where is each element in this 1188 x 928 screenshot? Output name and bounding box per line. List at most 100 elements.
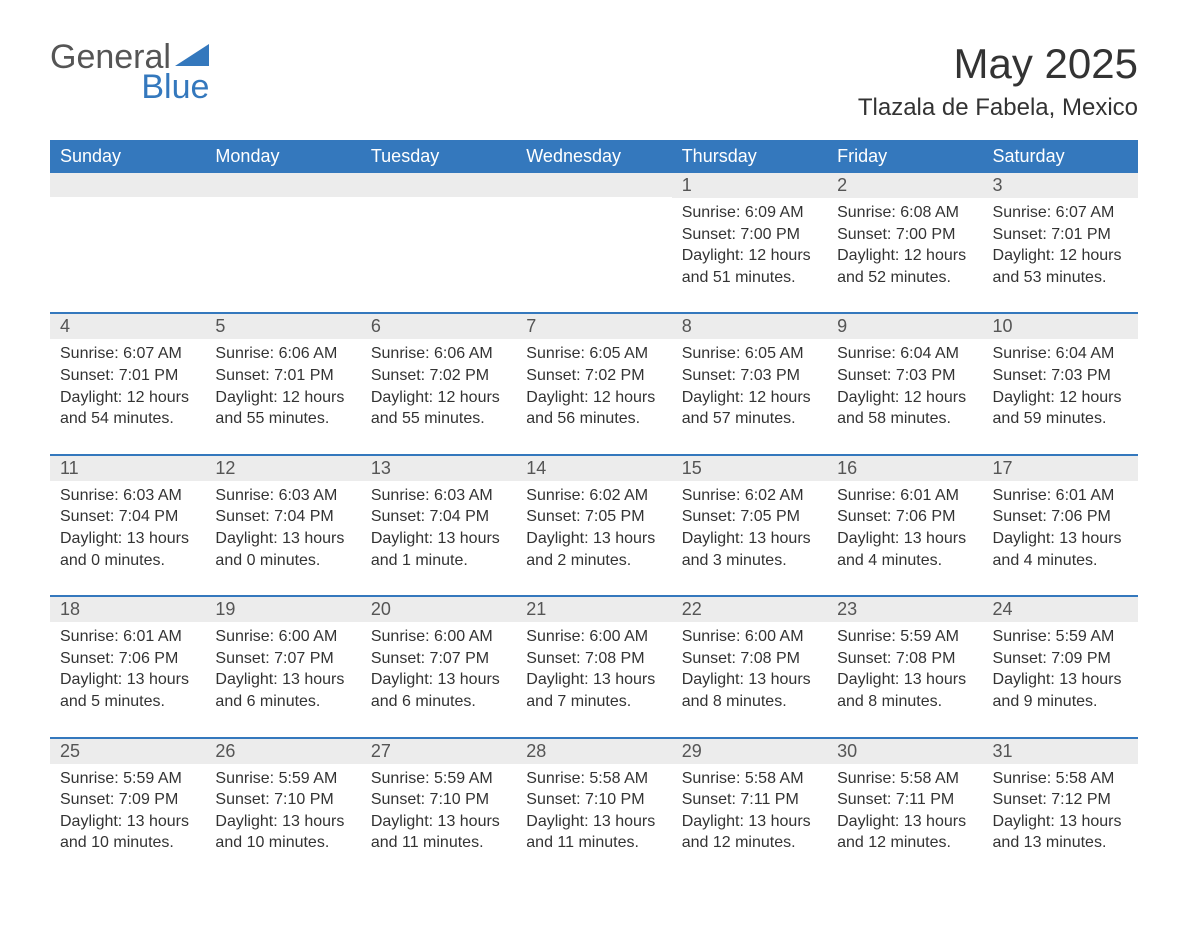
day-number (205, 173, 360, 197)
day-details: Sunrise: 6:01 AMSunset: 7:06 PMDaylight:… (983, 481, 1138, 595)
calendar-cell: 4Sunrise: 6:07 AMSunset: 7:01 PMDaylight… (50, 313, 205, 454)
day-number: 12 (205, 456, 360, 481)
daylight-text: Daylight: 13 hours and 3 minutes. (682, 528, 817, 571)
day-details: Sunrise: 5:59 AMSunset: 7:10 PMDaylight:… (205, 764, 360, 878)
day-details: Sunrise: 6:00 AMSunset: 7:07 PMDaylight:… (361, 622, 516, 736)
daylight-text: Daylight: 13 hours and 9 minutes. (993, 669, 1128, 712)
day-number: 26 (205, 739, 360, 764)
sunrise-text: Sunrise: 6:00 AM (215, 626, 350, 648)
sunset-text: Sunset: 7:04 PM (215, 506, 350, 528)
sunrise-text: Sunrise: 6:04 AM (993, 343, 1128, 365)
sunrise-text: Sunrise: 6:09 AM (682, 202, 817, 224)
day-details: Sunrise: 5:59 AMSunset: 7:09 PMDaylight:… (50, 764, 205, 878)
sunset-text: Sunset: 7:11 PM (682, 789, 817, 811)
calendar-header-row: Sunday Monday Tuesday Wednesday Thursday… (50, 140, 1138, 173)
calendar-cell (205, 173, 360, 313)
day-details: Sunrise: 6:02 AMSunset: 7:05 PMDaylight:… (672, 481, 827, 595)
calendar-cell: 9Sunrise: 6:04 AMSunset: 7:03 PMDaylight… (827, 313, 982, 454)
day-number: 2 (827, 173, 982, 198)
calendar-cell: 31Sunrise: 5:58 AMSunset: 7:12 PMDayligh… (983, 738, 1138, 878)
daylight-text: Daylight: 13 hours and 5 minutes. (60, 669, 195, 712)
day-details: Sunrise: 6:06 AMSunset: 7:02 PMDaylight:… (361, 339, 516, 453)
daylight-text: Daylight: 12 hours and 57 minutes. (682, 387, 817, 430)
calendar-cell: 18Sunrise: 6:01 AMSunset: 7:06 PMDayligh… (50, 596, 205, 737)
calendar-cell: 27 Sunrise: 5:59 AMSunset: 7:10 PMDayligh… (361, 738, 516, 878)
day-number: 27 (361, 739, 516, 764)
sunset-text: Sunset: 7:02 PM (526, 365, 661, 387)
daylight-text: Daylight: 13 hours and 6 minutes. (215, 669, 350, 712)
sunrise-text: Sunrise: 6:06 AM (371, 343, 506, 365)
sunrise-text: Sunrise: 5:59 AM (837, 626, 972, 648)
sunset-text: Sunset: 7:08 PM (682, 648, 817, 670)
sunset-text: Sunset: 7:05 PM (682, 506, 817, 528)
daylight-text: Daylight: 12 hours and 54 minutes. (60, 387, 195, 430)
daylight-text: Daylight: 12 hours and 56 minutes. (526, 387, 661, 430)
sunrise-text: Sunrise: 6:03 AM (60, 485, 195, 507)
day-details: Sunrise: 6:00 AMSunset: 7:08 PMDaylight:… (672, 622, 827, 736)
day-details: Sunrise: 5:58 AMSunset: 7:11 PMDaylight:… (672, 764, 827, 878)
sunrise-text: Sunrise: 6:07 AM (60, 343, 195, 365)
sunrise-text: Sunrise: 6:02 AM (526, 485, 661, 507)
daylight-text: Daylight: 13 hours and 1 minute. (371, 528, 506, 571)
calendar-cell: 13Sunrise: 6:03 AMSunset: 7:04 PMDayligh… (361, 455, 516, 596)
calendar-cell: 2Sunrise: 6:08 AMSunset: 7:00 PMDaylight… (827, 173, 982, 313)
daylight-text: Daylight: 13 hours and 12 minutes. (837, 811, 972, 854)
calendar-cell: 11Sunrise: 6:03 AMSunset: 7:04 PMDayligh… (50, 455, 205, 596)
day-details (50, 197, 205, 297)
day-number: 31 (983, 739, 1138, 764)
calendar-cell: 26Sunrise: 5:59 AMSunset: 7:10 PMDayligh… (205, 738, 360, 878)
sunset-text: Sunset: 7:06 PM (60, 648, 195, 670)
calendar-cell: 17Sunrise: 6:01 AMSunset: 7:06 PMDayligh… (983, 455, 1138, 596)
calendar-cell: 28Sunrise: 5:58 AMSunset: 7:10 PMDayligh… (516, 738, 671, 878)
calendar-cell: 7Sunrise: 6:05 AMSunset: 7:02 PMDaylight… (516, 313, 671, 454)
day-number: 24 (983, 597, 1138, 622)
day-details: Sunrise: 6:00 AMSunset: 7:07 PMDaylight:… (205, 622, 360, 736)
sunrise-text: Sunrise: 5:59 AM (993, 626, 1128, 648)
sunset-text: Sunset: 7:02 PM (371, 365, 506, 387)
calendar-cell: 5Sunrise: 6:06 AMSunset: 7:01 PMDaylight… (205, 313, 360, 454)
location-label: Tlazala de Fabela, Mexico (858, 94, 1138, 122)
sunset-text: Sunset: 7:08 PM (837, 648, 972, 670)
day-number: 9 (827, 314, 982, 339)
sunset-text: Sunset: 7:03 PM (682, 365, 817, 387)
calendar-cell: 19Sunrise: 6:00 AMSunset: 7:07 PMDayligh… (205, 596, 360, 737)
calendar-cell: 6Sunrise: 6:06 AMSunset: 7:02 PMDaylight… (361, 313, 516, 454)
daylight-text: Daylight: 13 hours and 10 minutes. (215, 811, 350, 854)
sunset-text: Sunset: 7:03 PM (837, 365, 972, 387)
sunrise-text: Sunrise: 6:03 AM (371, 485, 506, 507)
calendar-cell (516, 173, 671, 313)
calendar-cell: 24Sunrise: 5:59 AMSunset: 7:09 PMDayligh… (983, 596, 1138, 737)
calendar-week-row: 18Sunrise: 6:01 AMSunset: 7:06 PMDayligh… (50, 596, 1138, 737)
daylight-text: Daylight: 13 hours and 0 minutes. (215, 528, 350, 571)
day-number: 11 (50, 456, 205, 481)
daylight-text: Daylight: 12 hours and 55 minutes. (371, 387, 506, 430)
day-details (516, 197, 671, 297)
day-number: 17 (983, 456, 1138, 481)
daylight-text: Daylight: 13 hours and 0 minutes. (60, 528, 195, 571)
day-details: Sunrise: 5:58 AMSunset: 7:11 PMDaylight:… (827, 764, 982, 878)
sunset-text: Sunset: 7:12 PM (993, 789, 1128, 811)
daylight-text: Daylight: 13 hours and 11 minutes. (371, 811, 506, 854)
day-details: Sunrise: 6:07 AMSunset: 7:01 PMDaylight:… (983, 198, 1138, 312)
brand-logo: General Blue (50, 40, 209, 104)
day-details: Sunrise: 6:04 AMSunset: 7:03 PMDaylight:… (983, 339, 1138, 453)
daylight-text: Daylight: 12 hours and 52 minutes. (837, 245, 972, 288)
daylight-text: Daylight: 12 hours and 58 minutes. (837, 387, 972, 430)
day-number: 15 (672, 456, 827, 481)
sunrise-text: Sunrise: 5:59 AM (371, 768, 506, 790)
day-details: Sunrise: 6:03 AMSunset: 7:04 PMDaylight:… (50, 481, 205, 595)
sunrise-text: Sunrise: 6:02 AM (682, 485, 817, 507)
daylight-text: Daylight: 13 hours and 2 minutes. (526, 528, 661, 571)
sunrise-text: Sunrise: 6:05 AM (682, 343, 817, 365)
calendar-cell: 21Sunrise: 6:00 AMSunset: 7:08 PMDayligh… (516, 596, 671, 737)
sunrise-text: Sunrise: 5:58 AM (682, 768, 817, 790)
day-details (361, 197, 516, 297)
daylight-text: Daylight: 12 hours and 51 minutes. (682, 245, 817, 288)
daylight-text: Daylight: 13 hours and 10 minutes. (60, 811, 195, 854)
sunset-text: Sunset: 7:10 PM (371, 789, 506, 811)
calendar-cell: 16Sunrise: 6:01 AMSunset: 7:06 PMDayligh… (827, 455, 982, 596)
calendar-cell: 22Sunrise: 6:00 AMSunset: 7:08 PMDayligh… (672, 596, 827, 737)
calendar-cell (50, 173, 205, 313)
day-number: 30 (827, 739, 982, 764)
day-details: Sunrise: 6:03 AMSunset: 7:04 PMDaylight:… (361, 481, 516, 595)
